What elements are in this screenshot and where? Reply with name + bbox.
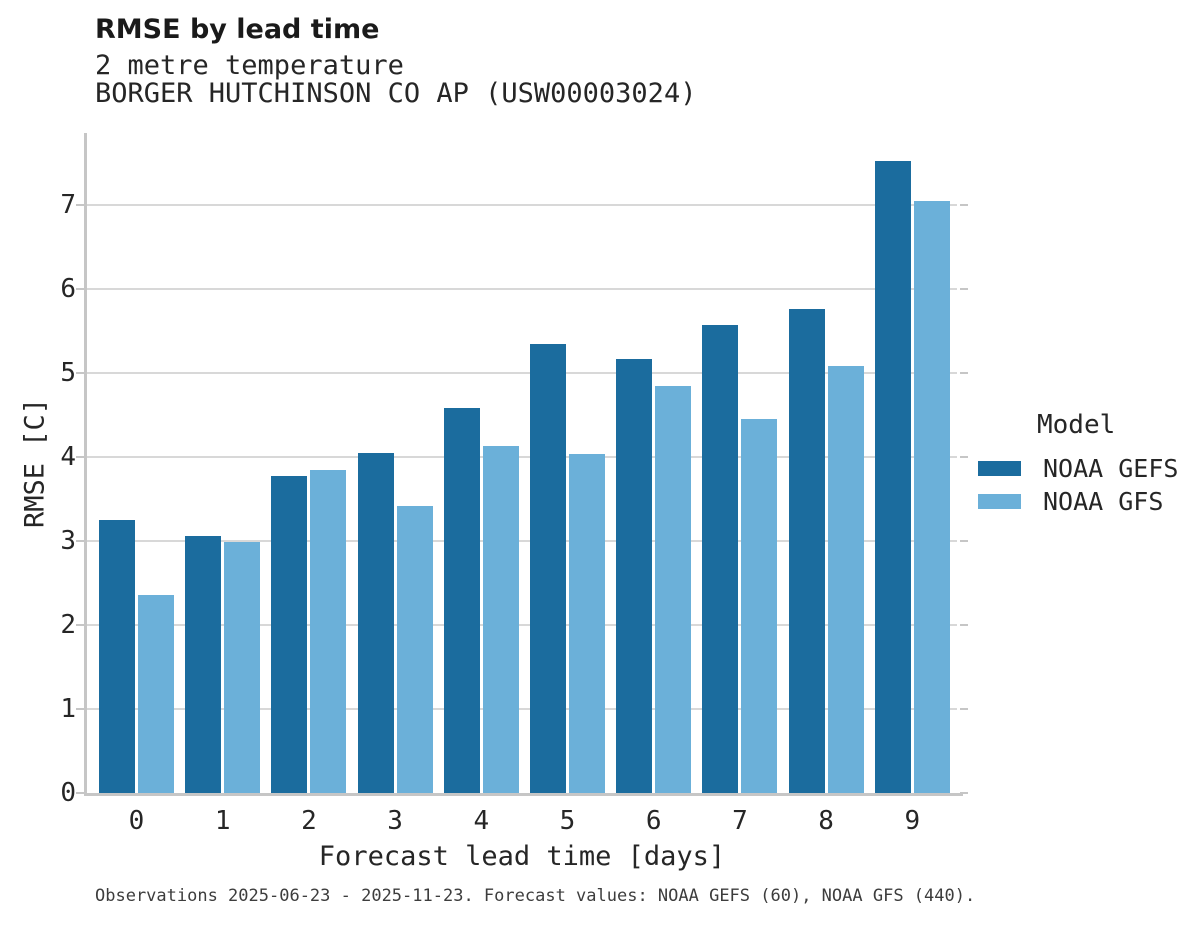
y-tick-right-7 [960,204,968,207]
y-tick-right-5 [960,372,968,375]
legend-item-noaa-gefs: NOAA GEFS [978,452,1178,485]
gridline-y-2 [87,624,957,627]
legend-label-noaa-gefs: NOAA GEFS [1043,454,1179,483]
y-axis-spine [84,133,87,796]
gridline-y-5 [87,372,957,375]
x-tick-label-5: 5 [559,806,576,836]
x-tick-label-1: 1 [214,806,231,836]
x-tick-label-2: 2 [301,806,317,836]
bar-noaa-gefs-lead-6 [616,359,653,793]
legend-swatch-noaa-gefs [978,461,1021,476]
legend: Model NOAA GEFS NOAA GFS [978,410,1178,518]
x-tick-label-6: 6 [645,806,662,836]
y-tick-label-1: 1 [60,694,76,725]
bar-noaa-gefs-lead-7 [702,325,739,793]
x-tick-label-8: 8 [818,806,834,836]
bar-noaa-gfs-lead-0 [138,595,174,793]
bar-noaa-gefs-lead-8 [788,309,825,793]
bar-noaa-gfs-lead-8 [827,366,864,793]
bar-noaa-gefs-lead-9 [874,161,911,793]
chart-title: RMSE by lead time [95,14,380,45]
y-tick-left-4 [76,456,84,459]
y-tick-right-2 [960,624,968,627]
y-tick-left-3 [76,540,84,543]
y-tick-left-6 [76,288,84,291]
bar-noaa-gfs-lead-1 [224,542,261,793]
bar-noaa-gfs-lead-4 [482,446,519,793]
bar-noaa-gfs-lead-6 [655,386,692,793]
y-tick-left-1 [76,708,84,711]
y-tick-right-3 [960,540,968,543]
bar-noaa-gefs-lead-4 [443,408,480,793]
chart-subtitle-station: BORGER HUTCHINSON CO AP (USW00003024) [95,78,697,109]
y-tick-right-1 [960,708,968,711]
bar-noaa-gefs-lead-1 [185,536,222,793]
y-tick-left-2 [76,624,84,627]
x-axis-label: Forecast lead time [days] [318,841,726,872]
y-tick-label-3: 3 [60,526,76,557]
gridline-y-3 [87,540,957,543]
legend-items: NOAA GEFS NOAA GFS [978,452,1178,518]
y-tick-right-0 [960,792,968,794]
bar-noaa-gefs-lead-5 [530,344,566,793]
y-tick-left-0 [76,792,84,794]
bar-noaa-gefs-lead-0 [99,520,135,793]
bar-noaa-gfs-lead-7 [741,419,778,793]
chart-subtitle-variable: 2 metre temperature [95,50,404,81]
y-tick-label-4: 4 [60,442,76,473]
y-tick-left-7 [76,204,84,207]
y-tick-right-6 [960,288,968,291]
bar-noaa-gefs-lead-3 [357,453,394,793]
y-tick-label-2: 2 [60,610,76,641]
legend-label-noaa-gfs: NOAA GFS [1043,487,1164,516]
gridline-y-4 [87,456,957,459]
gridline-y-1 [87,708,957,711]
legend-swatch-noaa-gfs [978,494,1021,509]
x-axis-spine [84,793,963,796]
x-tick-label-9: 9 [904,806,921,836]
bar-noaa-gfs-lead-3 [396,506,433,793]
caption: Observations 2025-06-23 - 2025-11-23. Fo… [95,886,976,906]
gridline-y-7 [87,204,957,207]
x-tick-label-4: 4 [473,806,490,836]
x-tick-label-3: 3 [387,806,403,836]
bar-noaa-gfs-lead-2 [310,470,347,793]
gridline-y-6 [87,288,957,291]
bar-noaa-gefs-lead-2 [271,476,308,793]
x-tick-label-0: 0 [128,806,145,836]
y-tick-label-0: 0 [60,778,76,808]
y-tick-right-4 [960,456,968,459]
x-tick-label-7: 7 [732,806,748,836]
plot-area [76,133,968,796]
y-tick-label-6: 6 [60,274,76,305]
bar-noaa-gfs-lead-5 [569,454,605,793]
legend-item-noaa-gfs: NOAA GFS [978,485,1178,518]
bar-noaa-gfs-lead-9 [913,201,950,793]
y-tick-label-7: 7 [60,190,76,221]
y-tick-left-5 [76,372,84,375]
legend-title: Model [1037,410,1116,440]
y-tick-label-5: 5 [60,358,76,389]
